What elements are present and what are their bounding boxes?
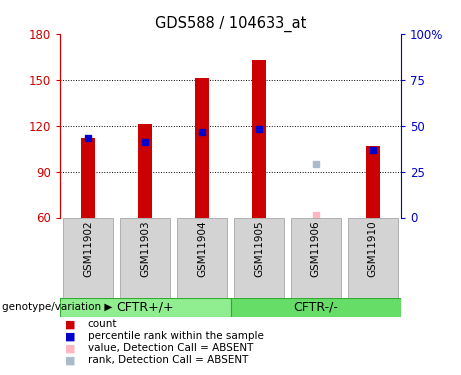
Text: CFTR+/+: CFTR+/+ <box>116 301 174 314</box>
Text: GSM11903: GSM11903 <box>140 220 150 276</box>
Bar <box>120 217 170 298</box>
Text: percentile rank within the sample: percentile rank within the sample <box>88 332 264 341</box>
Title: GDS588 / 104633_at: GDS588 / 104633_at <box>155 16 306 32</box>
Text: GSM11905: GSM11905 <box>254 220 264 276</box>
Text: genotype/variation ▶: genotype/variation ▶ <box>2 303 112 312</box>
Bar <box>230 298 401 317</box>
Text: GSM11910: GSM11910 <box>367 220 378 276</box>
Bar <box>60 298 230 317</box>
Text: GSM11902: GSM11902 <box>83 220 94 276</box>
Text: rank, Detection Call = ABSENT: rank, Detection Call = ABSENT <box>88 356 248 365</box>
Bar <box>291 217 341 298</box>
Bar <box>177 217 227 298</box>
Text: ■: ■ <box>65 320 75 329</box>
Text: ■: ■ <box>65 344 75 353</box>
Bar <box>81 138 95 218</box>
Text: ■: ■ <box>65 332 75 341</box>
Bar <box>252 60 266 217</box>
Text: value, Detection Call = ABSENT: value, Detection Call = ABSENT <box>88 344 253 353</box>
Text: count: count <box>88 320 117 329</box>
Bar <box>348 217 398 298</box>
Text: ■: ■ <box>65 356 75 365</box>
Text: GSM11906: GSM11906 <box>311 220 321 276</box>
Text: GSM11904: GSM11904 <box>197 220 207 276</box>
Bar <box>234 217 284 298</box>
Bar <box>195 78 209 218</box>
Bar <box>63 217 113 298</box>
Bar <box>366 146 380 218</box>
Text: CFTR-/-: CFTR-/- <box>293 301 338 314</box>
Bar <box>138 124 152 218</box>
